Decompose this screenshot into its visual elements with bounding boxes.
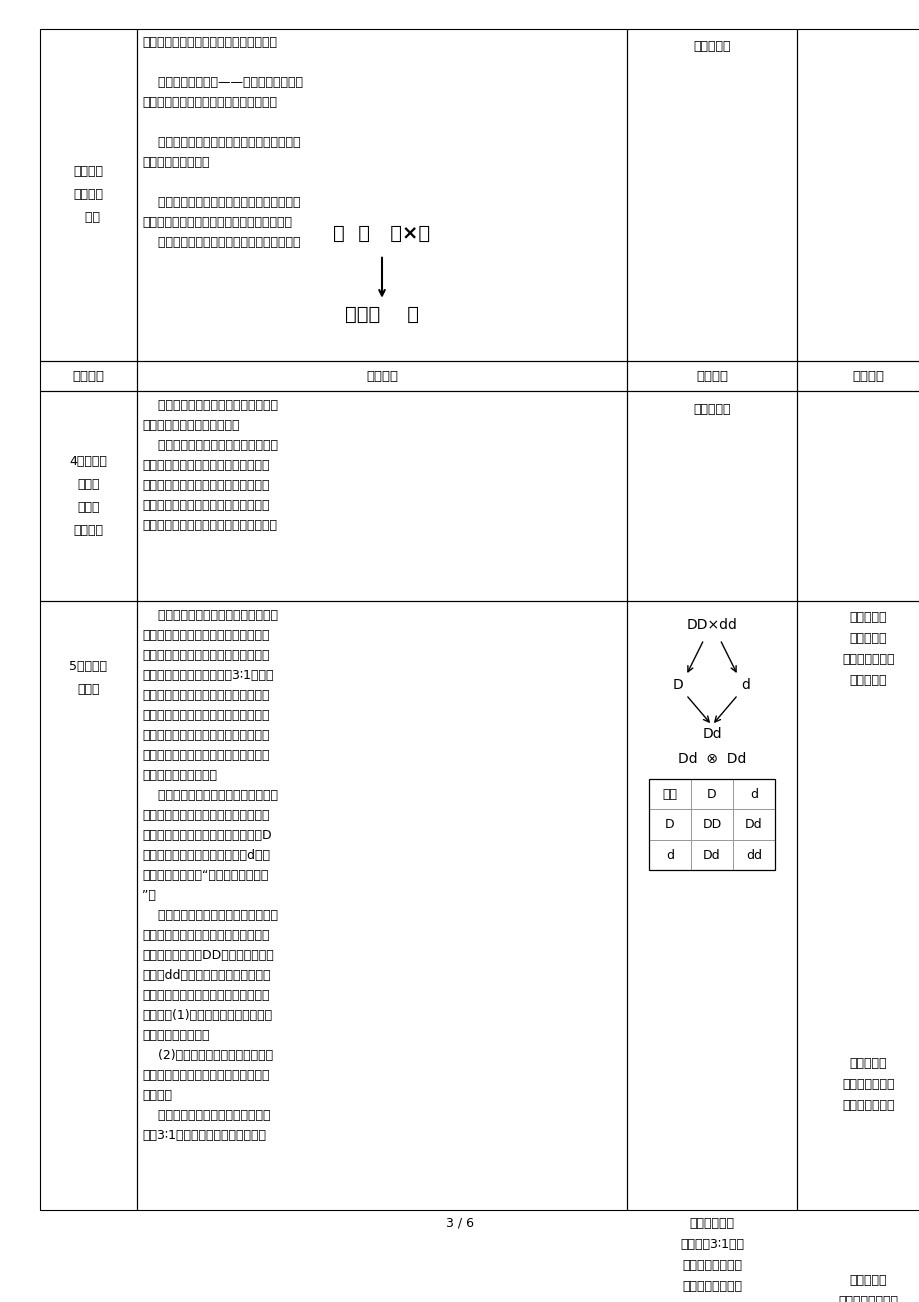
Bar (40, 602, 137, 1210)
Text: 学生练习画
遗传图解，计算
显隐性的比例。: 学生练习画 遗传图解，计算 显隐性的比例。 (841, 1057, 894, 1112)
Bar (40, 361, 137, 392)
Text: dd: dd (745, 849, 761, 862)
Bar (796, 361, 919, 392)
Text: 提问：为什么会出现这种现象？矮茎
性状是消失了还是藏起来了？
    带着疑问，孟德尔种下了子一代的种
子。这次他没有做杂交，而是让豌豆自
然生长，自花传粉，叫: 提问：为什么会出现这种现象？矮茎 性状是消失了还是藏起来了？ 带着疑问，孟德尔种… (142, 398, 278, 533)
Text: 学生活动: 学生活动 (696, 370, 727, 383)
Bar (690, 779, 732, 810)
Text: 引导学生善
于观察，找规律。: 引导学生善 于观察，找规律。 (837, 1275, 898, 1302)
Bar (648, 779, 774, 870)
Text: Dd: Dd (701, 728, 721, 741)
Text: 学生分析得出
显：隐为3∶1，说
明这是有规律的，
绝不是偶然现象。: 学生分析得出 显：隐为3∶1，说 明这是有规律的， 绝不是偶然现象。 (679, 1217, 743, 1293)
Text: 亲  代   高×矮: 亲 代 高×矮 (333, 224, 430, 243)
Text: Dd  ⊗  Dd: Dd ⊗ Dd (677, 753, 745, 766)
Bar (648, 810, 690, 840)
Bar (627, 602, 796, 1210)
Text: 分析：杂交的后代，子一代只表现高
茎性状不表现矮茎性状，而子一代自交
之后在子二代中矮茎性状又出现了，只
是高得多，矮的少，大约是3∶1。这说
明矮茎性状并没有: 分析：杂交的后代，子一代只表现高 茎性状不表现矮茎性状，而子一代自交 之后在子二… (142, 609, 278, 1142)
Bar (796, 602, 919, 1210)
Bar (690, 840, 732, 870)
Text: 子一代    高: 子一代 高 (345, 306, 418, 324)
Text: d: d (665, 849, 674, 862)
Bar (732, 840, 774, 870)
Bar (627, 392, 796, 602)
Bar (137, 361, 627, 392)
Bar (40, 392, 137, 602)
Text: Dd: Dd (702, 849, 720, 862)
Bar (796, 392, 919, 602)
Text: 教师活动: 教师活动 (366, 370, 398, 383)
Text: D: D (672, 677, 683, 691)
Text: 设计意图: 设计意图 (852, 370, 883, 383)
Text: 看看孟德尔是如何进行豌豆杂交试验的。

    豌豆的高茎和矮茎——这是豌豆的一对相
对性状。茎高差异非常大，很容易观察。

    把矮豌豆的花粉授给高豌豆（: 看看孟德尔是如何进行豌豆杂交试验的。 豌豆的高茎和矮茎——这是豌豆的一对相 对性… (142, 36, 302, 249)
Text: 5．实验结
果分析: 5．实验结 果分析 (70, 660, 108, 695)
Bar (648, 779, 690, 810)
Text: D: D (707, 788, 716, 801)
Bar (40, 29, 137, 361)
Text: DD×dd: DD×dd (686, 618, 737, 633)
Text: d: d (749, 788, 757, 801)
Text: 配子: 配子 (662, 788, 676, 801)
Bar (137, 392, 627, 602)
Text: Dd: Dd (744, 818, 762, 831)
Text: 学生猜测。: 学生猜测。 (693, 402, 730, 415)
Text: 对性状的
杂交实验
  过程: 对性状的 杂交实验 过程 (74, 165, 103, 224)
Bar (137, 29, 627, 361)
Text: d: d (741, 677, 750, 691)
Text: 3 / 6: 3 / 6 (446, 1216, 473, 1229)
Text: D: D (664, 818, 674, 831)
Text: 4．一对相
对性状
的杂交
实验过程: 4．一对相 对性状 的杂交 实验过程 (70, 456, 108, 538)
Bar (137, 602, 627, 1210)
Bar (627, 361, 796, 392)
Bar (627, 29, 796, 361)
Bar (732, 810, 774, 840)
Bar (690, 810, 732, 840)
Text: DD: DD (701, 818, 720, 831)
Bar (648, 840, 690, 870)
Bar (732, 779, 774, 810)
Bar (796, 29, 919, 361)
Text: 突破难点。
让学生通过
现象分析本质，
大胆猜测。: 突破难点。 让学生通过 现象分析本质， 大胆猜测。 (841, 611, 894, 686)
Text: 教学环节: 教学环节 (73, 370, 105, 383)
Text: 学生猜测。: 学生猜测。 (693, 40, 730, 53)
